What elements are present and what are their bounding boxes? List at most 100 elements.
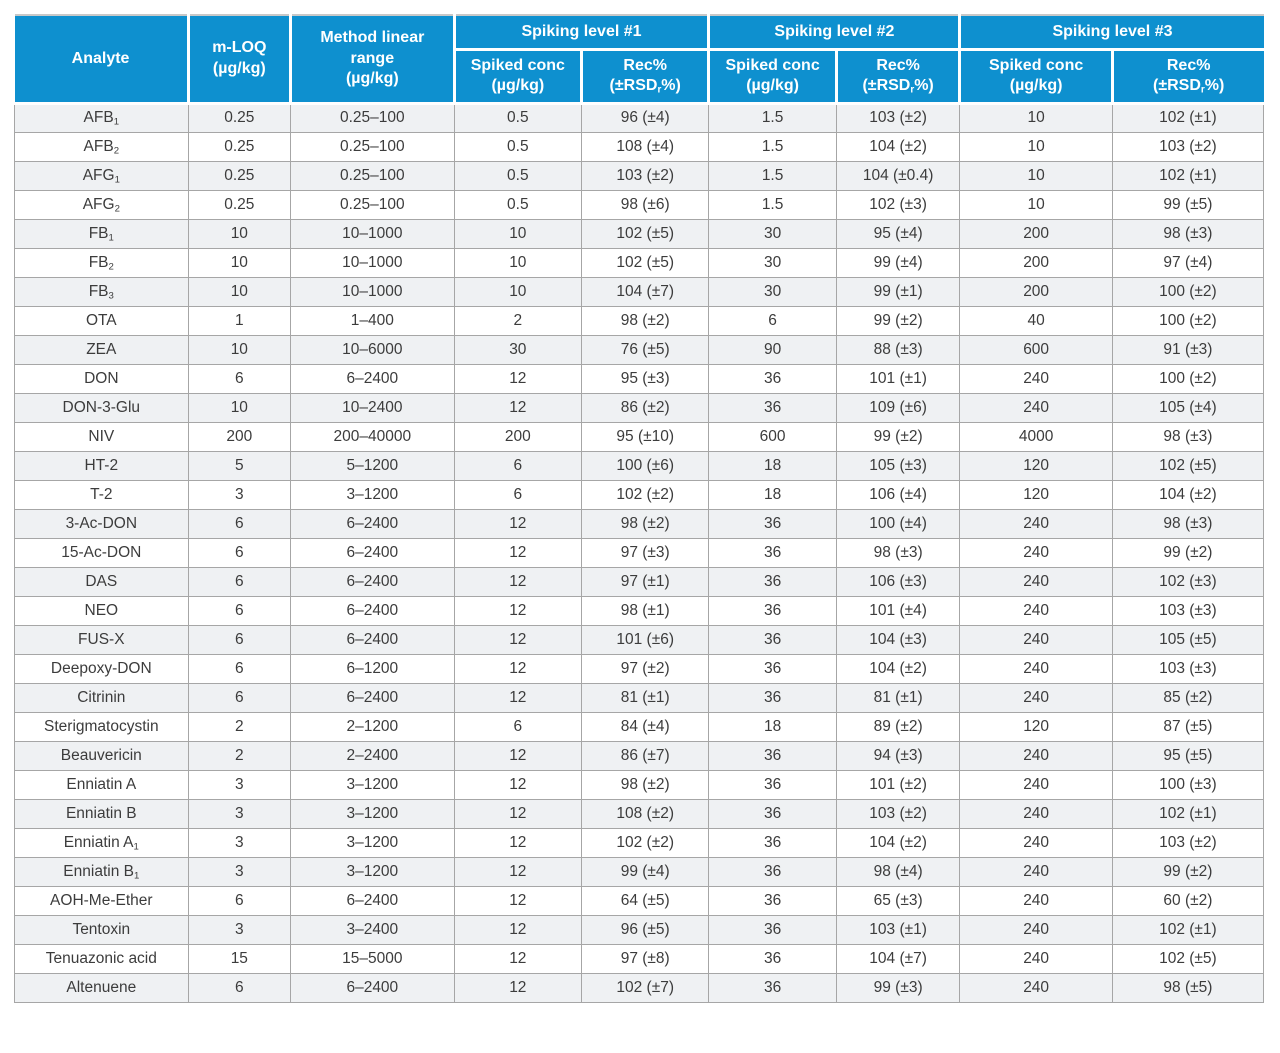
value-cell: 6 <box>187 595 292 626</box>
value-cell: 99 (±2) <box>1111 856 1265 887</box>
value-cell: 3–1200 <box>290 827 455 858</box>
value-cell: 10 <box>959 102 1113 133</box>
value-cell: 36 <box>708 885 837 916</box>
value-cell: 12 <box>453 827 583 858</box>
analyte-cell: Tentoxin <box>14 914 189 945</box>
analyte-cell: Enniatin A <box>14 769 189 800</box>
analyte-cell: 15-Ac-DON <box>14 537 189 568</box>
value-cell: 240 <box>959 798 1113 829</box>
value-cell: 36 <box>708 363 837 394</box>
value-cell: 6–2400 <box>290 537 455 568</box>
value-cell: 105 (±3) <box>835 450 961 481</box>
analyte-cell: HT-2 <box>14 450 189 481</box>
table-row: AFB2 0.25 0.25–100 0.5 108 (±4) 1.5 104 (±2) 10… <box>14 131 1265 162</box>
value-cell: 60 (±2) <box>1111 885 1265 916</box>
value-cell: 85 (±2) <box>1111 682 1265 713</box>
table-row: Altenuene 6 6–2400 12 102 (±7) 36 99 (±3) 240 98… <box>14 972 1265 1003</box>
value-cell: 12 <box>453 624 583 655</box>
table-body: AFB1 0.25 0.25–100 0.5 96 (±4) 1.5 103 (±2) 10 1… <box>14 102 1265 1003</box>
analyte-cell: T-2 <box>14 479 189 510</box>
value-cell: 0.25–100 <box>290 102 455 133</box>
value-cell: 240 <box>959 856 1113 887</box>
table-header: Analyte m-LOQ (µg/kg) Method linear rang… <box>14 13 1264 105</box>
value-cell: 6–2400 <box>290 566 455 597</box>
value-cell: 240 <box>959 624 1113 655</box>
value-cell: 86 (±7) <box>581 740 710 771</box>
value-cell: 104 (±3) <box>835 624 961 655</box>
value-cell: 84 (±4) <box>581 711 710 742</box>
value-cell: 240 <box>959 769 1113 800</box>
value-cell: 3–1200 <box>290 769 455 800</box>
value-cell: 6–1200 <box>290 653 455 684</box>
analyte-cell: Enniatin B <box>14 798 189 829</box>
value-cell: 36 <box>708 508 837 539</box>
value-cell: 1–400 <box>290 305 455 336</box>
value-cell: 2–1200 <box>290 711 455 742</box>
value-cell: 3–1200 <box>290 798 455 829</box>
analyte-cell: NEO <box>14 595 189 626</box>
table-row: OTA 1 1–400 2 98 (±2) 6 99 (±2) 40 100 (±2) <box>14 305 1265 336</box>
value-cell: 6 <box>187 885 292 916</box>
column-header-rec-1: Rec% (±RSDr%) <box>580 47 711 105</box>
analyte-cell: AOH-Me-Ether <box>14 885 189 916</box>
value-cell: 98 (±1) <box>581 595 710 626</box>
column-header-spiked-conc-1: Spiked conc (µg/kg) <box>454 47 584 105</box>
analyte-cell: ZEA <box>14 334 189 365</box>
analyte-cell: AFB2 <box>14 131 189 162</box>
value-cell: 12 <box>453 392 583 423</box>
table-row: T-2 3 3–1200 6 102 (±2) 18 106 (±4) 120 104 (±2) <box>14 479 1265 510</box>
column-header-rec-3: Rec% (±RSDr%) <box>1110 47 1264 105</box>
value-cell: 109 (±6) <box>835 392 961 423</box>
value-cell: 240 <box>959 943 1113 974</box>
value-cell: 10 <box>187 247 292 278</box>
column-header-spiked-conc-2: Spiked conc (µg/kg) <box>707 47 838 105</box>
value-cell: 240 <box>959 508 1113 539</box>
recovery-table: Analyte m-LOQ (µg/kg) Method linear rang… <box>14 13 1265 1003</box>
value-cell: 10–1000 <box>290 218 455 249</box>
value-cell: 6 <box>187 566 292 597</box>
table-row: Tentoxin 3 3–2400 12 96 (±5) 36 103 (±1) 240 102… <box>14 914 1265 945</box>
value-cell: 10–1000 <box>290 276 455 307</box>
analyte-cell: FB1 <box>14 218 189 249</box>
value-cell: 101 (±6) <box>581 624 710 655</box>
value-cell: 90 <box>708 334 837 365</box>
value-cell: 600 <box>708 421 837 452</box>
value-cell: 120 <box>959 711 1113 742</box>
value-cell: 87 (±5) <box>1111 711 1265 742</box>
value-cell: 101 (±4) <box>835 595 961 626</box>
value-cell: 0.25 <box>187 160 292 191</box>
value-cell: 240 <box>959 595 1113 626</box>
value-cell: 10–6000 <box>290 334 455 365</box>
value-cell: 2–2400 <box>290 740 455 771</box>
table-row: AFG1 0.25 0.25–100 0.5 103 (±2) 1.5 104 (±0.4)… <box>14 160 1265 191</box>
value-cell: 102 (±1) <box>1111 102 1265 133</box>
value-cell: 12 <box>453 682 583 713</box>
value-cell: 106 (±3) <box>835 566 961 597</box>
value-cell: 12 <box>453 856 583 887</box>
value-cell: 40 <box>959 305 1113 336</box>
value-cell: 36 <box>708 653 837 684</box>
value-cell: 98 (±5) <box>1111 972 1265 1003</box>
table-row: 3-Ac-DON 6 6–2400 12 98 (±2) 36 100 (±4) 240 98 … <box>14 508 1265 539</box>
value-cell: 12 <box>453 885 583 916</box>
analyte-cell: FB2 <box>14 247 189 278</box>
table-row: HT-2 5 5–1200 6 100 (±6) 18 105 (±3) 120 102 (±5… <box>14 450 1265 481</box>
value-cell: 200–40000 <box>290 421 455 452</box>
value-cell: 102 (±5) <box>1111 943 1265 974</box>
value-cell: 12 <box>453 769 583 800</box>
value-cell: 102 (±3) <box>1111 566 1265 597</box>
table-row: Enniatin B 3 3–1200 12 108 (±2) 36 103 (±2) 240… <box>14 798 1265 829</box>
value-cell: 3 <box>187 914 292 945</box>
value-cell: 6 <box>708 305 837 336</box>
value-cell: 200 <box>453 421 583 452</box>
analyte-cell: Deepoxy-DON <box>14 653 189 684</box>
value-cell: 6 <box>453 479 583 510</box>
group-header-spiking-level-3: Spiking level #3 <box>958 13 1264 51</box>
value-cell: 98 (±3) <box>835 537 961 568</box>
value-cell: 101 (±1) <box>835 363 961 394</box>
value-cell: 120 <box>959 479 1113 510</box>
value-cell: 5 <box>187 450 292 481</box>
column-header-spiked-conc-3: Spiked conc (µg/kg) <box>958 47 1114 105</box>
value-cell: 240 <box>959 566 1113 597</box>
value-cell: 240 <box>959 972 1113 1003</box>
